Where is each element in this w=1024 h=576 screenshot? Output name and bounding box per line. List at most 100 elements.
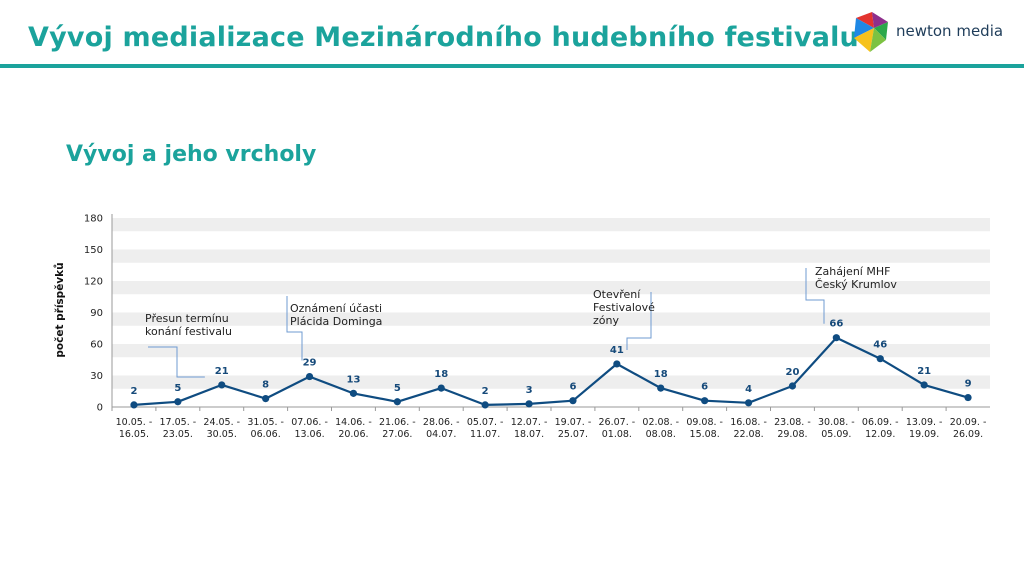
data-point bbox=[481, 401, 489, 409]
x-tick-label: 06.09. - bbox=[862, 417, 899, 428]
grid-band bbox=[112, 344, 990, 358]
x-tick-label: 16.05. bbox=[119, 429, 149, 440]
x-tick-label: 19.09. bbox=[909, 429, 939, 440]
annotation-leader-line bbox=[286, 296, 303, 361]
x-tick-label: 14.06. - bbox=[335, 417, 372, 428]
annotation-text: Otevření bbox=[593, 288, 641, 301]
section-title: Vývoj a jeho vrcholy bbox=[66, 142, 317, 167]
x-tick-label: 30.05. bbox=[207, 429, 237, 440]
y-tick-label: 180 bbox=[84, 214, 103, 225]
annotation-text: Přesun termínu bbox=[145, 312, 229, 325]
data-point bbox=[305, 372, 314, 381]
x-tick-label: 01.08. bbox=[602, 429, 632, 440]
x-tick-label: 31.05. - bbox=[247, 417, 284, 428]
annotation-text: konání festivalu bbox=[145, 325, 232, 338]
x-tick-label: 25.07. bbox=[558, 429, 588, 440]
data-point bbox=[525, 400, 533, 408]
x-tick-label: 02.08. - bbox=[642, 417, 679, 428]
x-tick-label: 27.06. bbox=[382, 429, 412, 440]
data-point bbox=[218, 381, 226, 389]
x-tick-label: 22.08. bbox=[733, 429, 763, 440]
x-tick-label: 12.07. - bbox=[511, 417, 548, 428]
x-tick-label: 09.08. - bbox=[686, 417, 723, 428]
data-point bbox=[262, 395, 270, 403]
title-divider bbox=[0, 64, 1024, 68]
data-label: 21 bbox=[917, 366, 931, 377]
x-tick-label: 11.07. bbox=[470, 429, 500, 440]
annotation-leader-line bbox=[148, 346, 205, 378]
y-tick-label: 30 bbox=[90, 371, 103, 382]
x-tick-label: 15.08. bbox=[690, 429, 720, 440]
data-label: 5 bbox=[394, 383, 401, 394]
data-point bbox=[744, 399, 753, 407]
data-point bbox=[613, 360, 621, 368]
x-tick-label: 23.05. bbox=[163, 429, 193, 440]
series-line bbox=[133, 336, 969, 406]
data-point bbox=[657, 384, 665, 392]
x-tick-label: 28.06. - bbox=[423, 417, 460, 428]
data-label: 6 bbox=[701, 382, 708, 393]
x-tick-label: 13.06. bbox=[294, 429, 324, 440]
data-point bbox=[920, 381, 928, 389]
y-axis-label: počet příspěvků bbox=[53, 262, 66, 357]
data-label: 2 bbox=[482, 386, 489, 397]
x-tick-label: 17.05. - bbox=[160, 417, 197, 428]
grid-band bbox=[112, 281, 990, 295]
data-label: 20 bbox=[785, 367, 799, 378]
data-label: 9 bbox=[965, 379, 972, 390]
data-label: 8 bbox=[262, 380, 269, 391]
annotation-text: Zahájení MHF bbox=[815, 265, 890, 278]
annotation-text: zóny bbox=[593, 314, 619, 327]
y-tick-label: 150 bbox=[84, 245, 103, 256]
x-tick-label: 19.07. - bbox=[555, 417, 592, 428]
x-tick-label: 26.09. bbox=[953, 429, 983, 440]
brand-name: newton media bbox=[896, 22, 1004, 40]
x-tick-label: 23.08. - bbox=[774, 417, 811, 428]
data-label: 66 bbox=[829, 319, 843, 330]
x-tick-label: 05.09. bbox=[821, 429, 851, 440]
x-tick-label: 26.07. - bbox=[599, 417, 636, 428]
annotation-text: Oznámení účasti bbox=[290, 302, 382, 315]
data-label: 46 bbox=[873, 340, 887, 351]
data-point bbox=[174, 398, 182, 406]
data-point bbox=[393, 398, 401, 406]
data-point bbox=[349, 389, 358, 397]
data-point bbox=[832, 334, 840, 342]
data-point bbox=[788, 382, 797, 390]
annotation-text: Český Krumlov bbox=[815, 278, 897, 291]
data-label: 6 bbox=[569, 382, 576, 393]
annotation-text: Plácida Dominga bbox=[290, 315, 382, 328]
grid-band bbox=[112, 218, 990, 232]
x-tick-label: 21.06. - bbox=[379, 417, 416, 428]
data-label: 18 bbox=[654, 369, 668, 380]
x-tick-label: 16.08. - bbox=[730, 417, 767, 428]
data-label: 41 bbox=[610, 345, 624, 356]
data-point bbox=[437, 384, 445, 392]
data-label: 29 bbox=[303, 358, 317, 369]
y-tick-label: 0 bbox=[97, 403, 103, 414]
x-tick-label: 07.06. - bbox=[291, 417, 328, 428]
brand-logo: newton media bbox=[850, 8, 1020, 58]
x-tick-label: 12.09. bbox=[865, 429, 895, 440]
newton-media-logo-icon bbox=[854, 12, 888, 52]
data-label: 4 bbox=[745, 384, 752, 395]
page-title: Vývoj medializace Mezinárodního hudebníh… bbox=[28, 22, 859, 53]
y-tick-label: 120 bbox=[84, 277, 103, 288]
x-tick-label: 18.07. bbox=[514, 429, 544, 440]
x-tick-label: 10.05. - bbox=[116, 417, 153, 428]
data-label: 3 bbox=[526, 385, 533, 396]
data-label: 2 bbox=[130, 386, 137, 397]
x-tick-label: 29.08. bbox=[777, 429, 807, 440]
annotation-leader-line bbox=[626, 292, 652, 350]
data-point bbox=[130, 401, 138, 409]
data-label: 18 bbox=[434, 369, 448, 380]
data-point bbox=[876, 355, 884, 363]
data-point bbox=[701, 397, 709, 405]
y-tick-label: 90 bbox=[90, 308, 103, 319]
x-tick-label: 20.06. bbox=[338, 429, 368, 440]
data-point bbox=[964, 393, 972, 402]
data-label: 13 bbox=[346, 374, 360, 385]
data-label: 5 bbox=[174, 383, 181, 394]
data-point bbox=[569, 397, 577, 405]
